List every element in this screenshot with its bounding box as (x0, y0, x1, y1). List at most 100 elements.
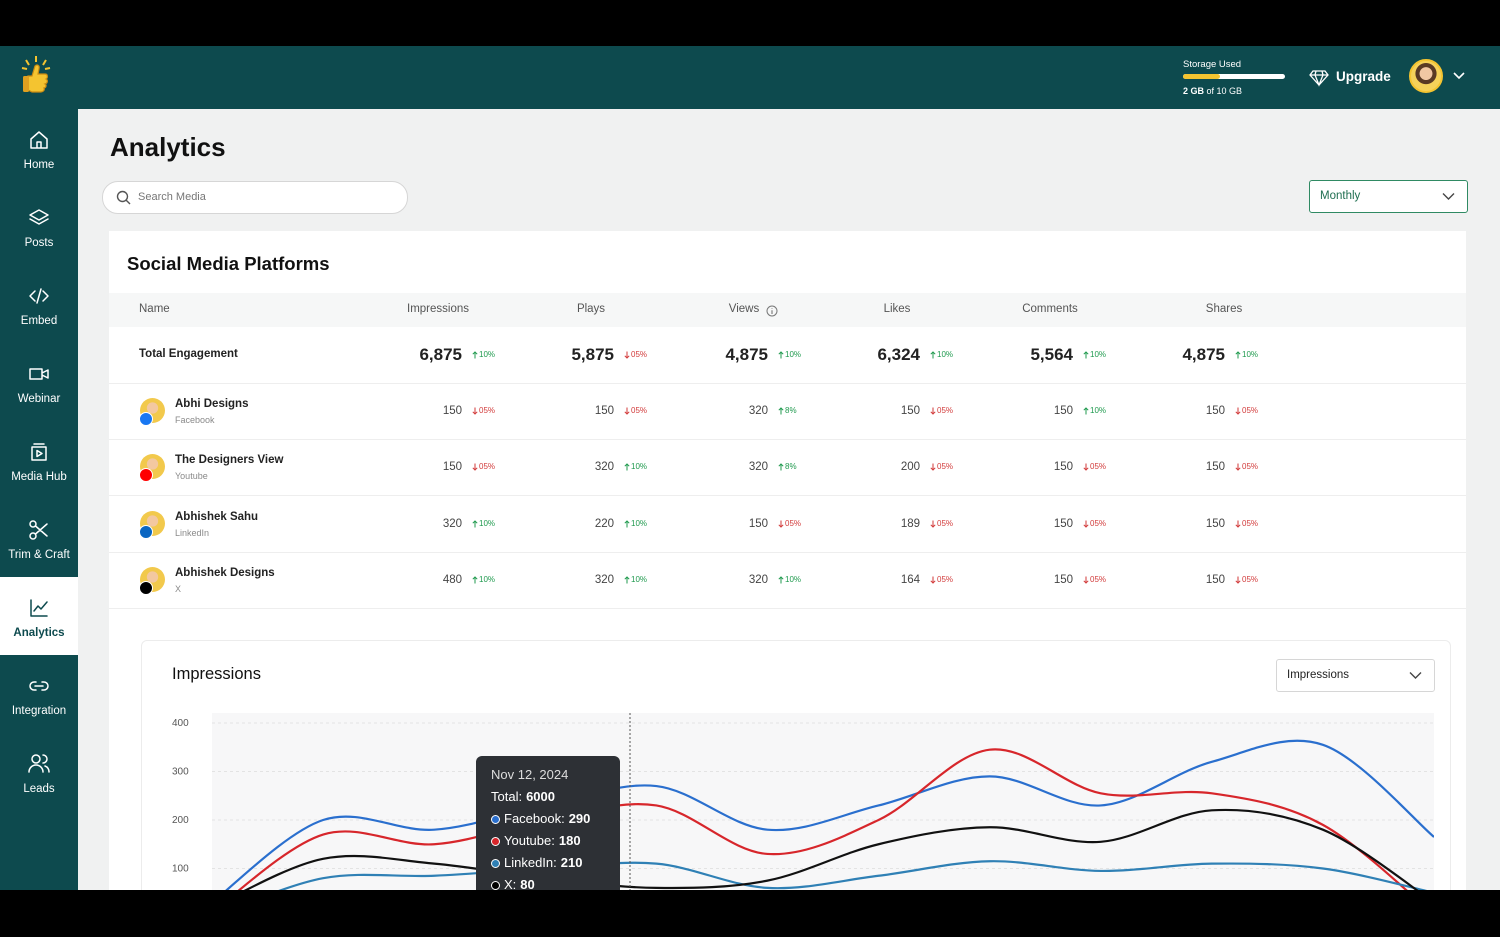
cell-change: 05% (624, 349, 647, 361)
cell-value: 150 (442, 461, 462, 474)
arrow-path (472, 463, 478, 472)
nav-item[interactable]: Analytics (0, 577, 78, 655)
tooltip-dot (491, 836, 500, 846)
search-box[interactable]: Search Media (102, 181, 408, 214)
trend-arrow (1083, 520, 1089, 528)
nav-item[interactable]: Leads (0, 733, 78, 811)
period-value: Monthly (1320, 190, 1361, 202)
storage-label: Storage Used (1183, 59, 1242, 70)
trend-arrow (624, 576, 630, 584)
cell-value: 150 (1205, 405, 1225, 417)
nav-item[interactable]: Posts (0, 187, 78, 265)
change-text: 05% (1090, 462, 1107, 472)
period-dropdown[interactable]: Monthly (1309, 180, 1468, 213)
nav-item[interactable]: Trim & Craft (0, 499, 78, 577)
page-title: Analytics (110, 132, 226, 162)
arrow-path (624, 463, 630, 471)
tooltip-total-label: Total: (491, 789, 523, 804)
chart-title: Impressions (172, 665, 261, 683)
search-placeholder: Search Media (138, 191, 206, 203)
table-header (109, 293, 1466, 327)
info-ring (766, 305, 778, 317)
nav-item[interactable]: Home (0, 109, 78, 187)
profile-platform: LinkedIn (175, 527, 210, 538)
y-tick-label: 400 (172, 718, 189, 729)
cell-value: 4,875 (1182, 345, 1225, 364)
tooltip-value: 210 (560, 855, 583, 870)
tooltip-value: 290 (568, 811, 591, 826)
cell-value: 150 (748, 517, 768, 530)
cell-value: 150 (900, 405, 920, 417)
tooltip-label: Facebook: (504, 811, 565, 826)
trend-arrow (624, 351, 630, 359)
trend-arrow (624, 407, 630, 415)
account-chevron[interactable] (1452, 71, 1466, 81)
arrow-path (1083, 463, 1089, 472)
change-text: 10% (1090, 350, 1107, 359)
user-avatar[interactable] (1409, 59, 1443, 93)
nav-item[interactable]: Integration (0, 655, 78, 733)
cell-change: 10% (624, 461, 647, 473)
change-text: 05% (937, 406, 954, 415)
nav-label: Integration (11, 705, 67, 717)
trend-arrow (930, 576, 936, 584)
arrow-path (1235, 351, 1241, 359)
letterbox-bottom (0, 890, 1500, 937)
nav-item[interactable]: Media Hub (0, 421, 78, 499)
arrow-path (472, 351, 478, 359)
y-tick-label: 100 (172, 864, 189, 875)
arrow-path (472, 407, 478, 415)
change-text: 8% (785, 406, 797, 415)
nav-icon-path (30, 599, 48, 617)
nav-icon (29, 368, 49, 380)
nav-icon-path (29, 209, 49, 225)
trend-arrow (778, 351, 784, 359)
cell-change: 10% (472, 518, 495, 530)
cell-change: 10% (472, 349, 495, 361)
change-text: 05% (937, 518, 954, 528)
change-text: 10% (785, 574, 802, 584)
cell-value: 320 (748, 461, 768, 474)
upgrade-button[interactable]: Upgrade (1336, 69, 1391, 84)
search-icon (116, 190, 131, 205)
cell-value: 150 (1205, 573, 1225, 586)
storage-used: 2 GB (1183, 86, 1205, 96)
cell-value: 320 (442, 517, 462, 530)
nav-item[interactable]: Webinar (0, 343, 78, 421)
letterbox-top (0, 0, 1500, 46)
metric-dropdown[interactable]: Impressions (1276, 659, 1435, 692)
cell-change: 10% (624, 518, 647, 530)
metric-value: Impressions (1287, 669, 1349, 681)
nav-icon-path (29, 520, 48, 540)
cell-change: 10% (624, 574, 647, 586)
nav-item[interactable]: Embed (0, 265, 78, 343)
cell-change: 05% (778, 518, 801, 530)
tooltip-date: Nov 12, 2024 (491, 767, 569, 782)
row-divider (109, 383, 1466, 384)
trend-arrow (1235, 351, 1241, 359)
arrow-path (1235, 463, 1241, 472)
change-text: 10% (631, 462, 648, 472)
logo[interactable] (18, 54, 54, 102)
column-header: Views (728, 303, 760, 315)
change-text: 10% (785, 350, 802, 359)
nav-label: Trim & Craft (8, 549, 70, 561)
nav-icon (29, 520, 48, 540)
row-divider (109, 495, 1466, 497)
logo-rays (21, 56, 51, 70)
change-text: 10% (937, 350, 954, 359)
chevron (1409, 672, 1422, 679)
cell-value: 150 (1205, 517, 1225, 530)
cell-value: 164 (900, 573, 920, 586)
trend-arrow (472, 463, 478, 472)
lens (116, 190, 129, 203)
tooltip-dot (491, 858, 500, 868)
trend-arrow (1235, 576, 1241, 584)
chart-tooltip: Nov 12, 2024 Total: 6000 Facebook: 290 Yout… (476, 756, 620, 916)
platform-badge (139, 580, 153, 595)
cell-change: 05% (930, 518, 953, 530)
nav-label: Webinar (17, 393, 61, 405)
nav-icon-path (29, 681, 49, 691)
cell-change: 8% (778, 461, 797, 473)
row-divider (109, 551, 1466, 553)
